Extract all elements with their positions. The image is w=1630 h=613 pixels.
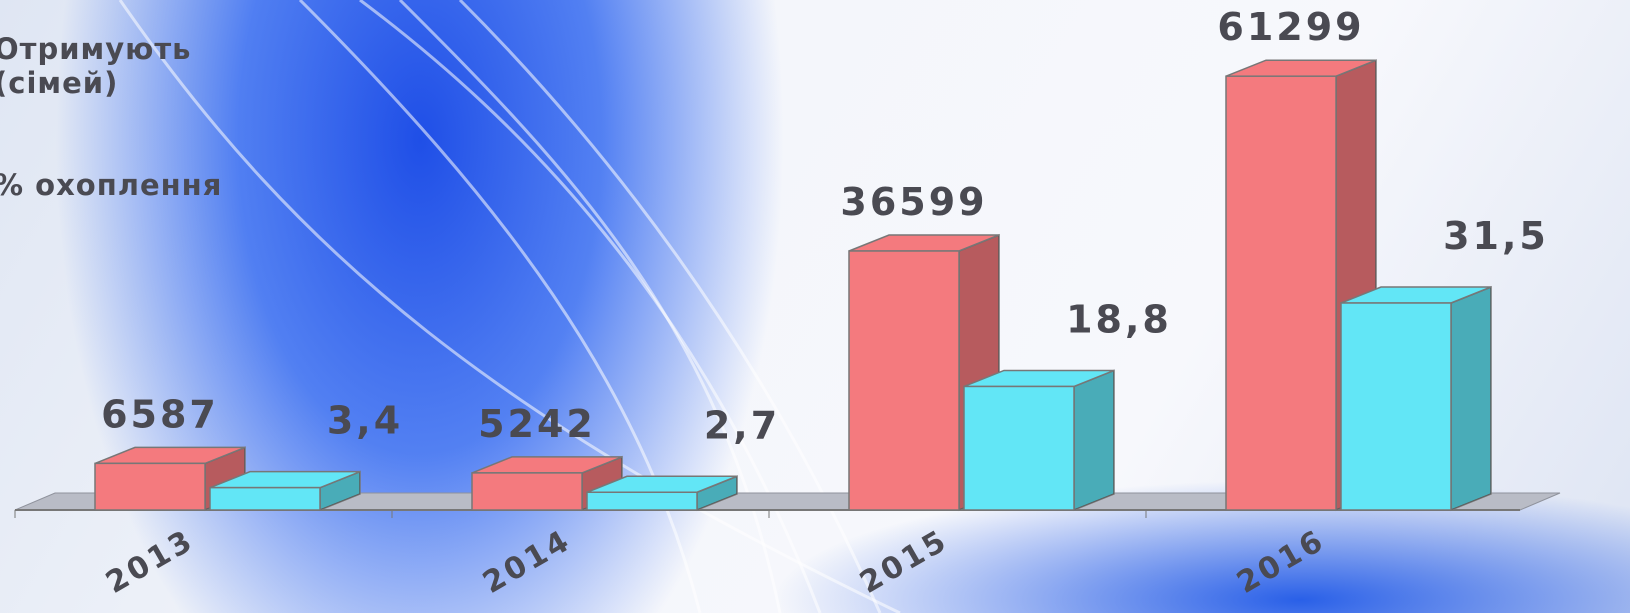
data-label: 2,7 <box>704 403 780 447</box>
bar <box>94 462 206 511</box>
data-label: 5242 <box>478 402 596 446</box>
legend-entry: % охоплення <box>0 168 223 202</box>
bar <box>209 486 321 511</box>
x-tick-label: 2016 <box>1231 523 1331 601</box>
bar <box>963 385 1075 511</box>
data-label: 18,8 <box>1066 297 1172 341</box>
data-label: 6587 <box>101 392 219 436</box>
bar-side-shade <box>320 471 360 510</box>
data-label: 31,5 <box>1443 214 1549 258</box>
bar-side-shade <box>1074 370 1114 510</box>
decoration <box>118 0 901 613</box>
bar <box>848 250 960 511</box>
data-label: 36599 <box>840 180 987 224</box>
legend-entry: Отримують (сімей) <box>0 32 192 100</box>
data-label: 3,4 <box>327 399 403 443</box>
x-tick-label: 2015 <box>854 523 954 601</box>
bar-side-shade <box>697 476 737 510</box>
bar-side-shade <box>1451 287 1491 510</box>
data-label: 61299 <box>1217 5 1364 49</box>
bar <box>471 472 583 511</box>
x-tick-label: 2014 <box>477 523 577 601</box>
bar <box>1340 302 1452 511</box>
bar <box>1225 75 1337 511</box>
x-tick-label: 2013 <box>100 523 200 601</box>
bar <box>586 491 698 511</box>
